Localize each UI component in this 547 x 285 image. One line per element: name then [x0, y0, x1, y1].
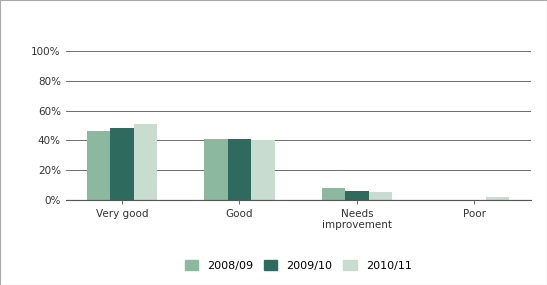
Bar [322, 188, 345, 199]
Bar [110, 128, 133, 200]
Bar [204, 139, 228, 199]
Bar [369, 192, 392, 199]
Bar [251, 140, 275, 200]
Bar [133, 124, 157, 200]
Legend: 2008/09, 2009/10, 2010/11: 2008/09, 2009/10, 2010/11 [185, 260, 411, 271]
Bar [486, 197, 509, 199]
Bar [87, 131, 110, 200]
Bar [345, 191, 369, 200]
Bar [228, 139, 251, 199]
